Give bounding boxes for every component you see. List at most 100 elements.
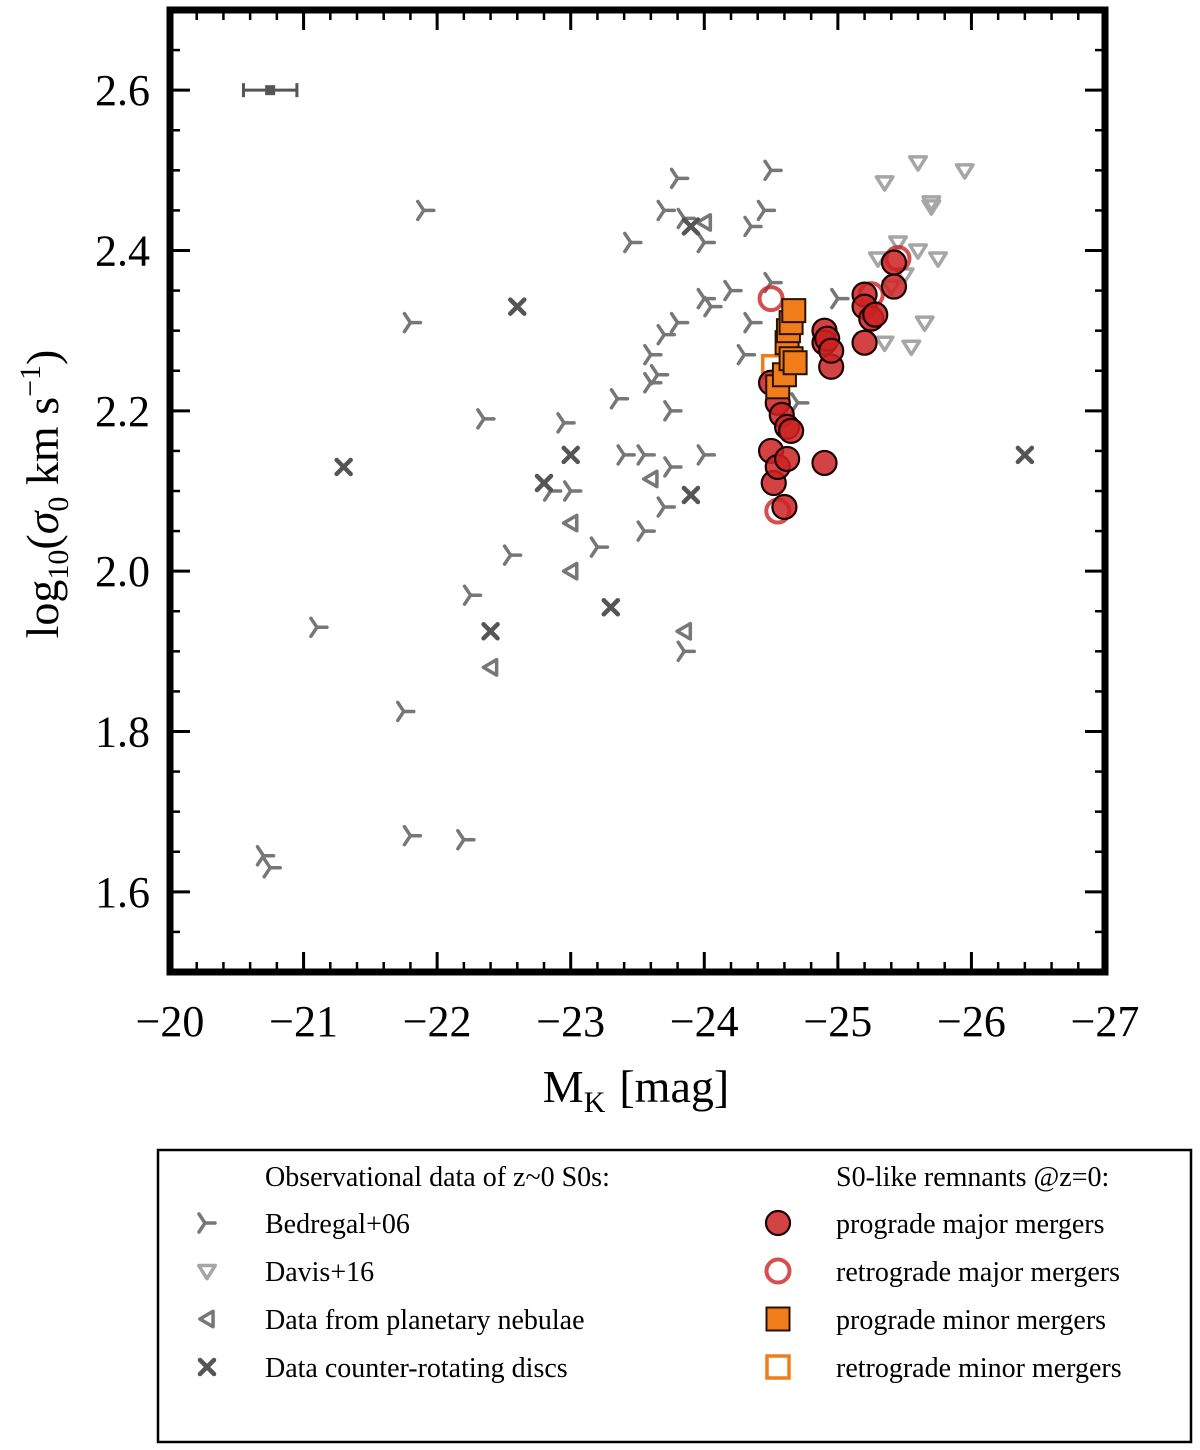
legend-label-pn: Data from planetary nebulae <box>265 1305 585 1336</box>
bedregal-point <box>669 311 690 334</box>
bedregal-point <box>763 159 783 182</box>
bedregal-point <box>562 480 583 502</box>
davis-point <box>887 235 908 252</box>
prograde-major-point <box>771 493 798 521</box>
bedregal-point <box>649 364 670 386</box>
planetary-nebula-point <box>481 657 499 677</box>
planetary-nebula-point <box>695 212 713 232</box>
bedregal-point <box>743 311 763 334</box>
counter-rotating-point <box>334 457 353 477</box>
legend-markers <box>197 1209 792 1380</box>
bedregal-point <box>656 199 676 222</box>
bedregal-point <box>616 444 636 466</box>
bedregal-point <box>696 444 717 466</box>
axis-ticks <box>168 8 1107 974</box>
counter-rotating-point <box>601 597 621 617</box>
davis-point <box>874 175 895 192</box>
legend-label-bedregal: Bedregal+06 <box>265 1209 410 1240</box>
y-tick-label: 1.8 <box>95 708 150 757</box>
legend-label-retrograde-major: retrograde major mergers <box>836 1257 1120 1288</box>
x-tick-label: −26 <box>937 997 1006 1046</box>
prograde-major-point <box>880 273 908 300</box>
bedregal-point <box>723 279 743 302</box>
y-tick-label: 2.2 <box>95 387 150 436</box>
prograde-minor-point <box>782 350 808 376</box>
counter-rotating-point <box>681 485 701 505</box>
bedregal-point <box>736 343 757 366</box>
y-tick-label: 1.6 <box>95 868 150 917</box>
legend-retrograde-major-icon <box>764 1257 792 1285</box>
davis-point <box>874 335 895 353</box>
legend-retrograde-minor-icon <box>765 1354 791 1380</box>
planetary-nebula-point <box>675 621 693 641</box>
legend-pn-icon <box>198 1309 215 1329</box>
y-tick-label: 2.4 <box>95 227 150 276</box>
legend: Observational data of z~0 S0s: S0-like r… <box>156 1148 1193 1444</box>
bedregal-point <box>676 640 696 663</box>
bedregal-point <box>623 231 643 254</box>
y-tick-label: 2.0 <box>95 547 150 596</box>
planetary-nebula-point <box>561 513 579 533</box>
legend-prograde-major-icon <box>764 1209 792 1237</box>
davis-point <box>901 339 922 357</box>
bedregal-point <box>262 857 282 879</box>
prograde-major-point <box>880 249 908 276</box>
bedregal-point <box>669 167 690 190</box>
legend-counter-rotating-icon <box>197 1357 217 1377</box>
legend-label-retrograde-minor: retrograde minor mergers <box>836 1353 1122 1384</box>
x-axis-label: MK [mag] <box>543 1061 729 1119</box>
bedregal-point <box>656 323 676 346</box>
bedregal-point <box>756 199 777 222</box>
bedregal-point <box>476 408 496 430</box>
bedregal-point <box>830 287 850 310</box>
legend-prograde-minor-icon <box>765 1306 791 1332</box>
davis-point <box>914 315 935 333</box>
x-tick-label: −23 <box>536 997 605 1046</box>
bedregal-point <box>402 824 423 847</box>
prograde-minor-point <box>781 298 807 324</box>
prograde-major-point <box>862 301 889 328</box>
planetary-nebula-point <box>561 561 579 581</box>
prograde-major-point <box>773 445 801 473</box>
bedregal-point <box>636 444 656 466</box>
counter-rotating-point <box>561 445 580 465</box>
counter-rotating-point <box>481 622 500 641</box>
counter-rotating-point <box>508 297 527 316</box>
planetary-nebula-point <box>641 469 659 489</box>
data-marks <box>241 83 1035 879</box>
plot-frame <box>166 6 1109 976</box>
legend-bedregal-icon <box>197 1212 217 1234</box>
prograde-major-point <box>818 337 845 364</box>
x-tick-label: −27 <box>1071 997 1140 1046</box>
legend-label-prograde-major: prograde major mergers <box>836 1209 1105 1240</box>
prograde-major-point <box>851 329 878 356</box>
legend-label-davis: Davis+16 <box>265 1257 374 1288</box>
x-tick-label: −20 <box>136 997 205 1046</box>
davis-point <box>921 195 942 212</box>
prograde-major-point <box>778 417 805 444</box>
bedregal-point <box>396 700 416 723</box>
y-tick-label: 2.6 <box>95 66 150 115</box>
legend-box <box>156 1148 1193 1444</box>
davis-point <box>954 163 975 180</box>
legend-sim-header: S0-like remnants @z=0: <box>836 1162 1109 1193</box>
x-tick-label: −24 <box>670 997 739 1046</box>
legend-obs-header: Observational data of z~0 S0s: <box>265 1162 610 1193</box>
error-bar-example <box>241 83 299 98</box>
counter-rotating-point <box>681 217 701 236</box>
bedregal-point <box>743 215 763 238</box>
legend-label-counter-rotating: Data counter-rotating discs <box>265 1353 568 1384</box>
counter-rotating-point <box>534 473 554 493</box>
davis-point <box>908 243 928 260</box>
bedregal-point <box>663 400 683 422</box>
bedregal-point <box>462 584 483 606</box>
bedregal-point <box>790 392 810 414</box>
x-tick-label: −22 <box>403 997 472 1046</box>
retrograde-major-point <box>757 285 785 313</box>
legend-label-prograde-minor: prograde minor mergers <box>836 1305 1106 1336</box>
y-axis-label: log10(σ0 km s−1) <box>14 350 75 639</box>
bedregal-point <box>416 199 436 222</box>
bedregal-point <box>589 536 610 558</box>
tick-labels: −20 −21 −22 −23 −24 −25 −26 −27 1.6 1.8 2.0 2.2 2.4 2… <box>95 66 1139 1046</box>
davis-point <box>928 251 949 268</box>
